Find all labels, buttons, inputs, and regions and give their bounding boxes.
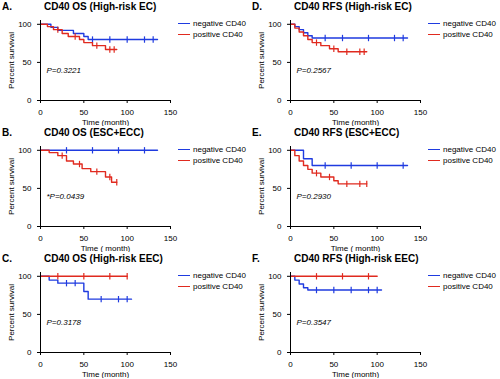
svg-text:150: 150 (414, 234, 428, 243)
svg-text:P=0.2930: P=0.2930 (297, 192, 332, 201)
svg-text:Time (month): Time (month) (82, 370, 130, 379)
svg-text:P=0.2567: P=0.2567 (297, 66, 332, 75)
html-text:CD40 OS (ESC+ECC): CD40 OS (ESC+ECC) (44, 127, 144, 138)
svg-text:100: 100 (370, 108, 384, 117)
svg-text:0: 0 (277, 222, 282, 231)
svg-text:0: 0 (288, 360, 293, 369)
svg-text:150: 150 (164, 360, 178, 369)
html-text:CD40 RFS (ESC+ECC): CD40 RFS (ESC+ECC) (294, 127, 400, 138)
svg-text:50: 50 (23, 58, 32, 67)
svg-text:Percent survival: Percent survival (257, 284, 266, 341)
html-text:CD40 RFS (High-risk EEC): CD40 RFS (High-risk EEC) (294, 253, 419, 264)
svg-text:150: 150 (164, 234, 178, 243)
svg-text:Percent survival: Percent survival (7, 158, 16, 215)
svg-text:Time (month): Time (month) (332, 370, 380, 379)
html-text:F.: F. (252, 253, 260, 264)
svg-text:50: 50 (329, 360, 338, 369)
svg-text:100: 100 (120, 360, 134, 369)
svg-text:150: 150 (414, 360, 428, 369)
svg-text:100: 100 (370, 234, 384, 243)
svg-text:100: 100 (120, 234, 134, 243)
svg-text:Percent survival: Percent survival (7, 284, 16, 341)
svg-text:Time ( month): Time ( month) (331, 244, 381, 253)
svg-text:P=0.3547: P=0.3547 (297, 318, 332, 327)
html-text:C.: C. (2, 253, 12, 264)
svg-text:0: 0 (277, 96, 282, 105)
html-text:A.: A. (2, 1, 12, 12)
html-text:CD40 OS (High-risk EC): CD40 OS (High-risk EC) (44, 1, 157, 12)
svg-text:50: 50 (273, 58, 282, 67)
html-text:positive CD40: positive CD40 (443, 30, 493, 39)
svg-text:50: 50 (79, 108, 88, 117)
svg-text:Time (month): Time (month) (332, 118, 380, 127)
html-text:positive CD40: positive CD40 (443, 156, 493, 165)
html-text:B.: B. (2, 127, 12, 138)
html-text:CD40 OS (High-risk EEC): CD40 OS (High-risk EEC) (44, 253, 163, 264)
svg-text:0: 0 (27, 348, 32, 357)
svg-text:*P=0.0439: *P=0.0439 (47, 192, 85, 201)
svg-text:Time ( month): Time ( month) (81, 244, 131, 253)
html-text:negative CD40: negative CD40 (443, 19, 496, 28)
html-text:positive CD40: positive CD40 (193, 282, 243, 291)
svg-text:Time (month): Time (month) (82, 118, 130, 127)
svg-text:50: 50 (23, 310, 32, 319)
svg-text:100: 100 (18, 146, 32, 155)
svg-text:150: 150 (414, 108, 428, 117)
svg-text:0: 0 (277, 348, 282, 357)
svg-text:0: 0 (288, 234, 293, 243)
html-text:negative CD40: negative CD40 (193, 19, 246, 28)
svg-text:0: 0 (38, 360, 43, 369)
svg-text:100: 100 (18, 20, 32, 29)
svg-text:0: 0 (38, 108, 43, 117)
svg-text:0: 0 (27, 96, 32, 105)
html-text:D.: D. (252, 1, 262, 12)
html-text:positive CD40: positive CD40 (443, 282, 493, 291)
svg-text:100: 100 (370, 360, 384, 369)
svg-text:100: 100 (268, 272, 282, 281)
html-text:positive CD40: positive CD40 (193, 156, 243, 165)
svg-text:150: 150 (164, 108, 178, 117)
svg-text:100: 100 (120, 108, 134, 117)
svg-text:P=0.3178: P=0.3178 (47, 318, 82, 327)
svg-text:0: 0 (38, 234, 43, 243)
svg-text:P=0.3221: P=0.3221 (47, 66, 81, 75)
svg-text:50: 50 (273, 184, 282, 193)
svg-text:100: 100 (268, 20, 282, 29)
html-text:positive CD40: positive CD40 (193, 30, 243, 39)
html-text:negative CD40: negative CD40 (193, 271, 246, 280)
svg-text:0: 0 (288, 108, 293, 117)
html-text:negative CD40: negative CD40 (443, 271, 496, 280)
html-text:CD40 RFS (High-risk EC): CD40 RFS (High-risk EC) (294, 1, 412, 12)
svg-text:Percent survival: Percent survival (257, 158, 266, 215)
svg-text:50: 50 (79, 234, 88, 243)
svg-text:50: 50 (23, 184, 32, 193)
svg-text:100: 100 (18, 272, 32, 281)
svg-text:Percent survival: Percent survival (7, 32, 16, 89)
svg-text:100: 100 (268, 146, 282, 155)
html-text:E.: E. (252, 127, 262, 138)
svg-text:50: 50 (273, 310, 282, 319)
html-text:negative CD40: negative CD40 (193, 145, 246, 154)
svg-text:50: 50 (329, 234, 338, 243)
svg-text:Percent survival: Percent survival (257, 32, 266, 89)
svg-text:50: 50 (79, 360, 88, 369)
svg-text:0: 0 (27, 222, 32, 231)
html-text:negative CD40: negative CD40 (443, 145, 496, 154)
svg-text:50: 50 (329, 108, 338, 117)
